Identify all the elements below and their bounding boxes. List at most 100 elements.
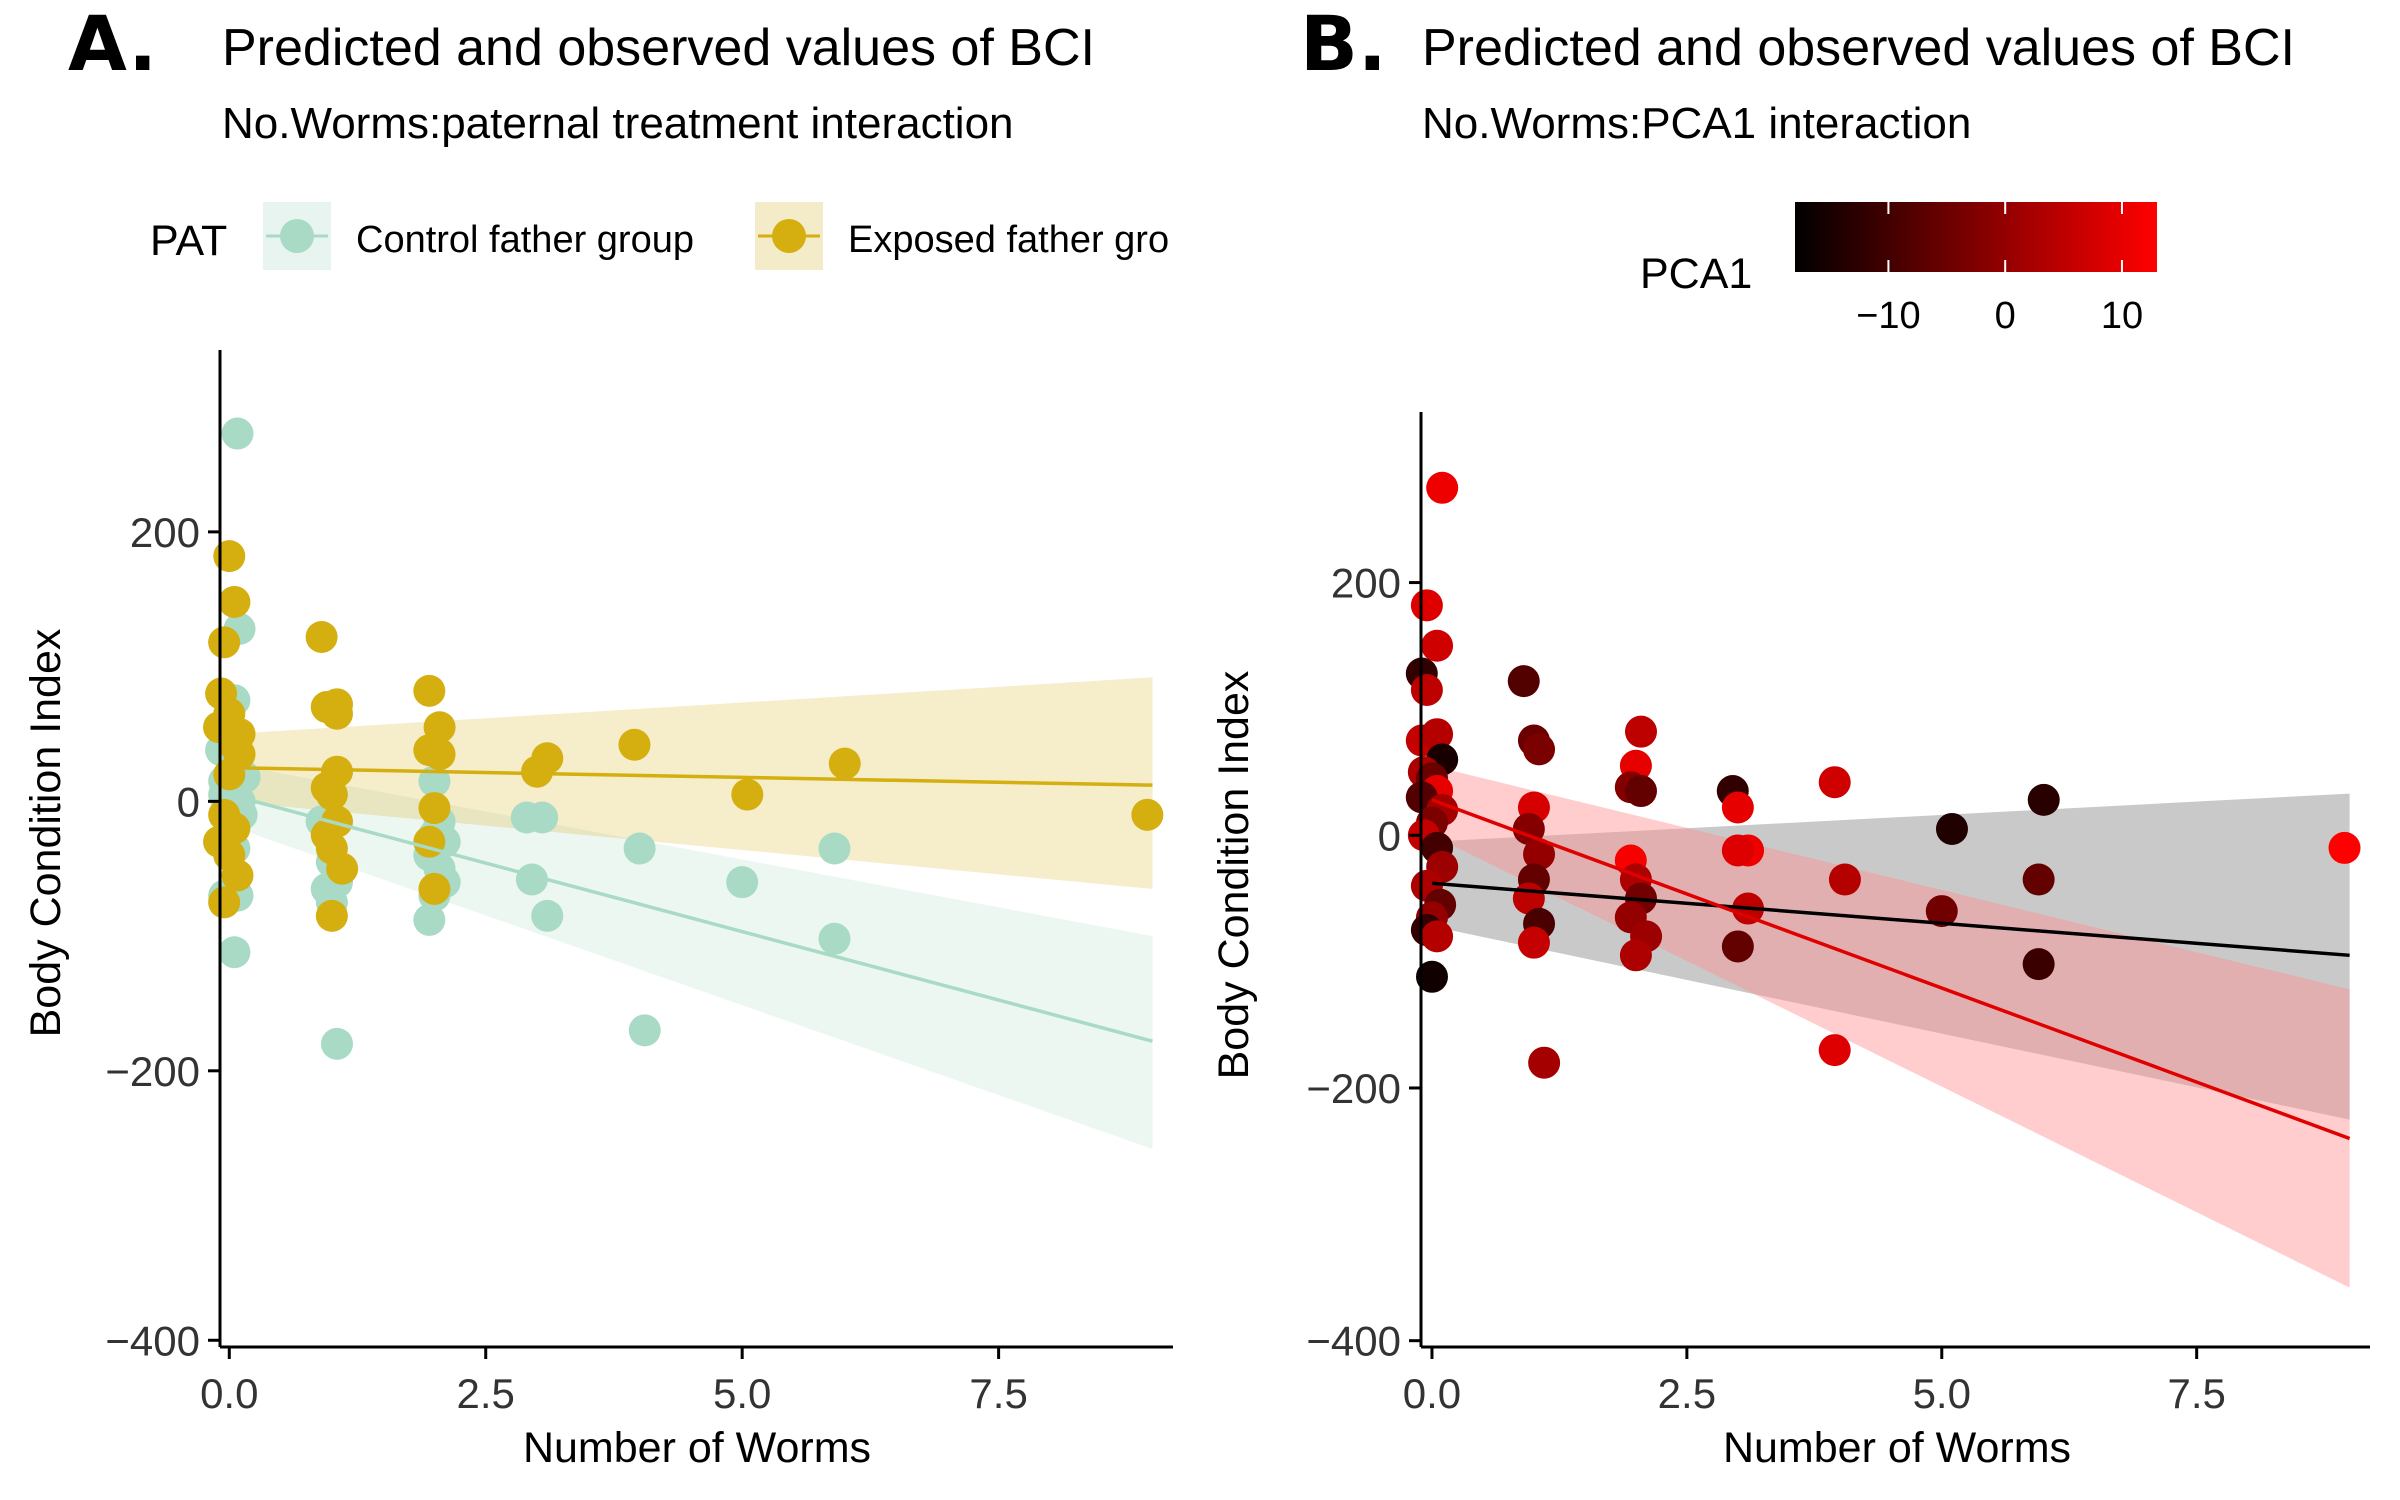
- panel-b-plot-area: [1405, 471, 2361, 1288]
- y-tick-label: −200: [1306, 1065, 1401, 1112]
- data-point: [1619, 939, 1652, 972]
- data-point: [1517, 926, 1550, 959]
- data-point: [423, 738, 456, 771]
- data-point: [818, 832, 851, 865]
- y-tick-label: −400: [105, 1317, 200, 1364]
- confidence-band: [229, 677, 1153, 889]
- data-point: [1721, 930, 1754, 963]
- data-point: [2328, 831, 2361, 864]
- data-point: [1721, 791, 1754, 824]
- data-point: [628, 1014, 661, 1047]
- x-tick-label: 5.0: [1913, 1370, 1971, 1417]
- colorbar-tick-label: 0: [1995, 295, 2016, 337]
- data-point: [1624, 775, 1657, 808]
- data-point: [413, 903, 446, 936]
- data-point: [623, 832, 656, 865]
- data-point: [828, 747, 861, 780]
- colorbar-tick-label: 10: [2101, 295, 2143, 337]
- data-point: [315, 899, 348, 932]
- panel-a-subtitle: No.Worms:paternal treatment interaction: [222, 99, 1014, 148]
- fit-line: [1431, 881, 2350, 958]
- data-point: [1415, 960, 1448, 993]
- data-point: [731, 778, 764, 811]
- colorbar: [1795, 202, 2157, 272]
- x-tick-label: 0.0: [200, 1370, 258, 1417]
- data-point: [213, 540, 246, 573]
- data-point: [320, 697, 353, 730]
- data-point: [526, 801, 559, 834]
- fit-line: [229, 765, 1153, 787]
- data-point: [213, 758, 246, 791]
- data-point: [2027, 783, 2060, 816]
- data-point: [1528, 1046, 1561, 1079]
- colorbar-title: PCA1: [1640, 250, 1752, 298]
- data-point: [418, 792, 451, 825]
- panel-b-axes: 0.0 2.5 5.0 7.5 200 0 −200 −400 Number of Worms…: [1210, 412, 2370, 1472]
- y-axis-title: Body Condition Index: [1210, 670, 1258, 1079]
- data-point: [208, 886, 241, 919]
- panel-b-subtitle: No.Worms:PCA1 interaction: [1422, 99, 1971, 148]
- legend-entry-exposed: Exposed father gro: [755, 202, 1169, 270]
- panel-a-label: A.: [68, 0, 157, 88]
- legend-key-point: [280, 219, 314, 253]
- data-point: [208, 626, 241, 659]
- data-point: [1818, 766, 1851, 799]
- y-tick-label: 0: [1378, 812, 1401, 859]
- legend-label: Exposed father gro: [848, 219, 1169, 261]
- y-axis-title: Body Condition Index: [22, 628, 70, 1037]
- panel-a-legend: PAT Control father group Exposed father …: [150, 202, 1169, 270]
- confidence-band: [229, 763, 1153, 1149]
- x-axis-title: Number of Worms: [523, 1424, 871, 1472]
- panel-a-title: Predicted and observed values of BCI: [222, 19, 1095, 77]
- data-point: [1410, 589, 1443, 622]
- legend-entry-control: Control father group: [263, 202, 694, 270]
- data-point: [2022, 863, 2055, 896]
- data-point: [1421, 718, 1454, 751]
- x-tick-label: 2.5: [1658, 1370, 1716, 1417]
- fit-line: [228, 792, 1153, 1043]
- data-point: [1523, 733, 1556, 766]
- data-point: [1421, 629, 1454, 662]
- y-tick-label: 0: [177, 778, 200, 825]
- panel-b-colorbar-legend: PCA1 −10 0 10: [1640, 202, 2157, 337]
- data-point: [418, 872, 451, 905]
- x-tick-label: 0.0: [1403, 1370, 1461, 1417]
- legend-key-point: [772, 219, 806, 253]
- data-point: [618, 728, 651, 761]
- data-point: [726, 866, 759, 899]
- panel-a-plot-area: [203, 417, 1164, 1149]
- x-tick-label: 5.0: [713, 1370, 771, 1417]
- confidence-band: [1431, 765, 2350, 1288]
- panel-a: A. Predicted and observed values of BCI …: [22, 0, 1173, 1472]
- panel-b-title: Predicted and observed values of BCI: [1422, 19, 2295, 77]
- data-point: [1421, 920, 1454, 953]
- panel-b-label: B.: [1300, 0, 1387, 88]
- panel-b: B. Predicted and observed values of BCI …: [1210, 0, 2370, 1472]
- data-point: [221, 859, 254, 892]
- data-point: [305, 620, 338, 653]
- data-point: [818, 922, 851, 955]
- fit-line: [1431, 798, 2351, 1141]
- y-tick-label: 200: [1331, 560, 1401, 607]
- legend-label: Control father group: [356, 219, 694, 261]
- y-tick-label: 200: [130, 509, 200, 556]
- data-point: [1507, 665, 1540, 698]
- panel-a-axes: 0.0 2.5 5.0 7.5 200 0 −200 −400 Number of Worms…: [22, 350, 1173, 1472]
- data-point: [531, 742, 564, 775]
- y-tick-label: −200: [105, 1048, 200, 1095]
- data-point: [2022, 948, 2055, 981]
- data-point: [413, 674, 446, 707]
- data-point: [413, 825, 446, 858]
- y-tick-label: −400: [1306, 1318, 1401, 1365]
- data-point: [315, 778, 348, 811]
- data-point: [326, 852, 359, 885]
- data-point: [1410, 673, 1443, 706]
- x-tick-label: 2.5: [457, 1370, 515, 1417]
- data-point: [1935, 812, 1968, 845]
- x-tick-label: 7.5: [969, 1370, 1027, 1417]
- data-point: [1131, 798, 1164, 831]
- data-point: [1925, 895, 1958, 928]
- data-point: [1523, 838, 1556, 871]
- data-point: [218, 936, 251, 969]
